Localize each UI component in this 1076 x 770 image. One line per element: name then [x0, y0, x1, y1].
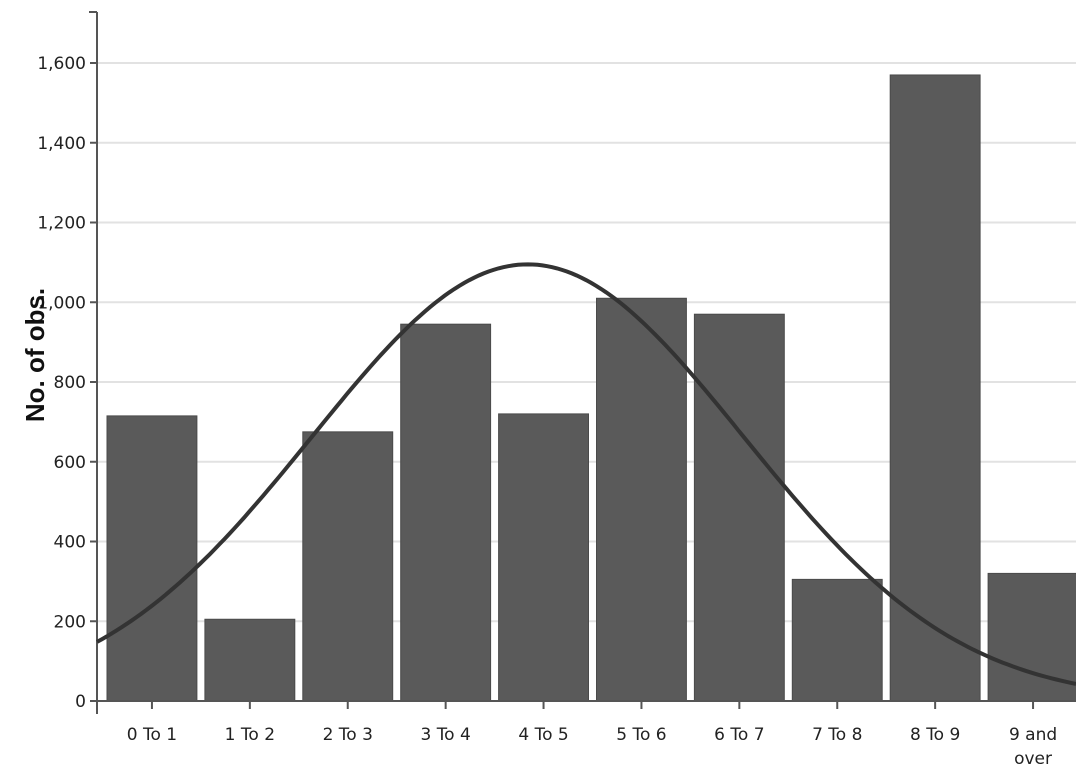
x-tick-label: 7 To 8 — [812, 725, 862, 745]
bar — [498, 413, 590, 702]
bar — [400, 323, 492, 702]
bars — [106, 74, 1076, 702]
y-tick-label: 800 — [54, 373, 86, 393]
x-tick-label: 2 To 3 — [323, 725, 373, 745]
bar — [791, 578, 883, 702]
y-tick-label: 0 — [75, 692, 86, 712]
bar — [204, 618, 296, 702]
axes: 0 200 400 600 800 1,000 1,200 1,400 1,600 0 To 1 1… — [37, 11, 1076, 769]
y-tick-label: 1,200 — [37, 214, 86, 234]
bar — [889, 74, 981, 702]
y-tick-label: 600 — [54, 453, 86, 473]
bar — [693, 313, 785, 702]
x-tick-label: over — [1014, 749, 1052, 769]
y-tick-label: 200 — [54, 612, 86, 632]
normal-curve — [96, 262, 1076, 686]
x-tick-label: 8 To 9 — [910, 725, 960, 745]
x-tick-label: 9 and — [1009, 725, 1057, 745]
x-tick-label: 6 To 7 — [714, 725, 764, 745]
y-tick-label: 1,400 — [37, 134, 86, 154]
y-tick-label: 1,600 — [37, 54, 86, 74]
x-tick-label: 5 To 6 — [616, 725, 666, 745]
bar — [302, 431, 394, 702]
y-tick-label: 1,000 — [37, 293, 86, 313]
x-tick-label: 4 To 5 — [518, 725, 568, 745]
x-tick-label: 0 To 1 — [127, 725, 177, 745]
curve-line — [96, 262, 1076, 686]
y-axis-title: No. of obs. — [20, 288, 50, 422]
x-tick-label: 1 To 2 — [225, 725, 275, 745]
bar — [596, 297, 687, 702]
bar — [106, 415, 198, 702]
y-tick-label: 400 — [54, 533, 86, 553]
x-tick-label: 3 To 4 — [420, 725, 470, 745]
